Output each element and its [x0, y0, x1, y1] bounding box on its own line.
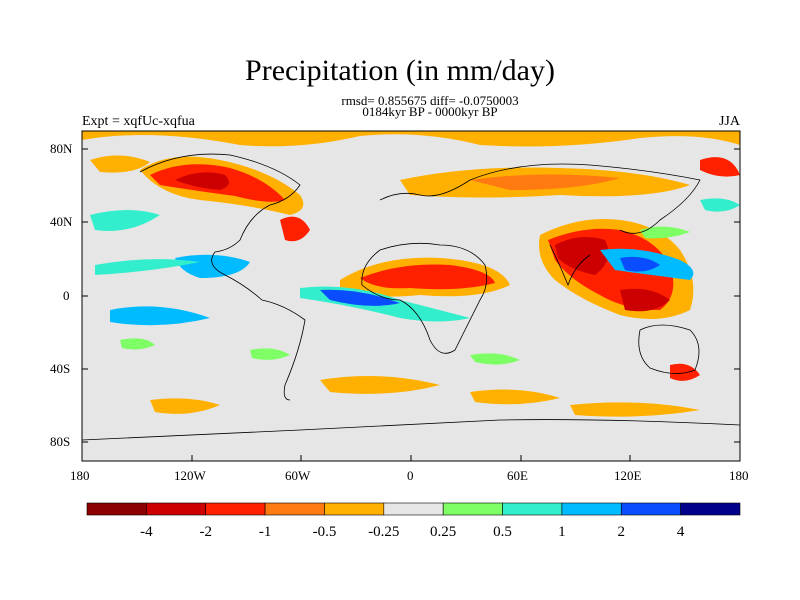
colorbar-label: -0.25	[368, 524, 399, 540]
colorbar-swatch	[502, 502, 563, 516]
lat-tick-80n: 80N	[50, 141, 73, 156]
colorbar-label: 4	[677, 524, 685, 540]
lon-tick-60e: 60E	[507, 468, 528, 483]
colorbar-swatch	[620, 502, 681, 516]
colorbar-swatch	[680, 502, 741, 516]
colorbar-label: 2	[618, 524, 626, 540]
lon-tick-0: 0	[407, 468, 414, 483]
colorbar-swatch	[383, 502, 444, 516]
lat-tick-80s: 80S	[50, 434, 71, 449]
colorbar-label: 1	[558, 524, 566, 540]
lon-axis	[81, 455, 741, 461]
precip-field	[82, 131, 740, 461]
season-label: JJA	[718, 114, 740, 129]
colorbar-label: -1	[259, 524, 272, 540]
lat-tick-0: 0	[63, 288, 70, 303]
colorbar-swatch	[442, 502, 503, 516]
colorbar-label: -2	[199, 524, 212, 540]
lat-tick-40s: 40S	[50, 361, 71, 376]
lon-tick-120e: 120E	[614, 468, 642, 483]
stats-text: rmsd= 0.855675 diff= -0.0750003 0184kyr …	[0, 93, 800, 119]
colorbar: -4 -2 -1 -0.5 -0.25 0.25 0.5 1 2 4	[86, 502, 741, 540]
colorbar-swatch	[264, 502, 325, 516]
lat-tick-40n: 40N	[50, 214, 73, 229]
experiment-label: Expt = xqfUc-xqfua	[82, 114, 195, 129]
lon-tick-180e: 180	[729, 468, 749, 483]
lat-axis	[82, 148, 740, 443]
plot-title: Precipitation (in mm/day)	[245, 54, 555, 87]
lon-tick-60w: 60W	[285, 468, 311, 483]
colorbar-label: -0.5	[313, 524, 337, 540]
period-line: 0184kyr BP - 0000kyr BP	[362, 104, 498, 119]
colorbar-swatch	[146, 502, 207, 516]
colorbar-label: 0.5	[493, 524, 512, 540]
colorbar-swatch	[86, 502, 147, 516]
colorbar-label: 0.25	[430, 524, 456, 540]
colorbar-swatch	[561, 502, 622, 516]
colorbar-swatch	[205, 502, 266, 516]
coastlines	[82, 153, 740, 441]
lon-tick-180w: 180	[70, 468, 90, 483]
rmsd-diff-line: rmsd= 0.855675 diff= -0.0750003	[341, 93, 519, 108]
colorbar-label: -4	[140, 524, 153, 540]
lon-tick-120w: 120W	[174, 468, 206, 483]
colorbar-swatch	[324, 502, 385, 516]
